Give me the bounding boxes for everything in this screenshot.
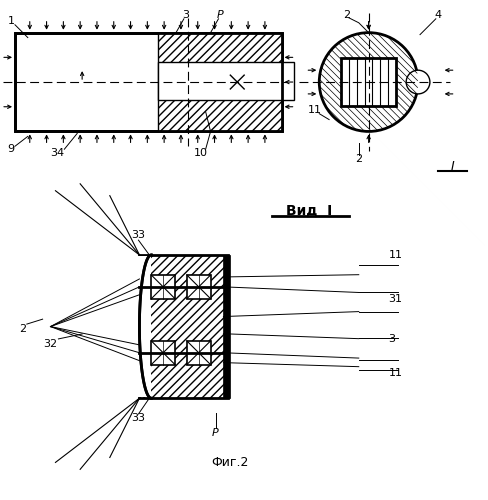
Bar [187, 275, 210, 298]
Bar [158, 62, 294, 100]
Bar [224, 255, 230, 398]
Text: 4: 4 [434, 10, 441, 20]
Text: 3: 3 [388, 334, 395, 344]
Text: 2: 2 [344, 10, 350, 20]
Text: 1: 1 [7, 16, 15, 26]
Text: 33: 33 [131, 230, 145, 240]
Text: 34: 34 [50, 148, 64, 158]
Text: 10: 10 [194, 148, 208, 158]
Bar [151, 275, 175, 298]
Text: 2: 2 [355, 154, 362, 164]
Text: 11: 11 [388, 368, 403, 378]
Bar [15, 32, 282, 132]
Bar [140, 255, 228, 398]
Text: Фиг.2: Фиг.2 [212, 456, 249, 469]
Text: 31: 31 [388, 294, 403, 304]
Circle shape [319, 32, 418, 132]
Bar [151, 341, 175, 364]
Text: 9: 9 [7, 144, 15, 154]
Text: 2: 2 [20, 324, 26, 334]
Text: Вид  I: Вид I [286, 204, 332, 218]
Bar [342, 58, 396, 106]
Bar [138, 256, 151, 397]
Bar [15, 32, 282, 132]
Circle shape [406, 70, 430, 94]
Text: 33: 33 [131, 413, 145, 423]
Bar [158, 32, 282, 132]
Text: P: P [217, 10, 224, 20]
Text: 32: 32 [43, 339, 58, 349]
Text: P: P [212, 428, 219, 438]
Text: I: I [451, 160, 454, 172]
Bar [187, 341, 210, 364]
Text: 11: 11 [308, 104, 322, 115]
Text: 3: 3 [183, 10, 189, 20]
Text: 11: 11 [388, 250, 403, 260]
